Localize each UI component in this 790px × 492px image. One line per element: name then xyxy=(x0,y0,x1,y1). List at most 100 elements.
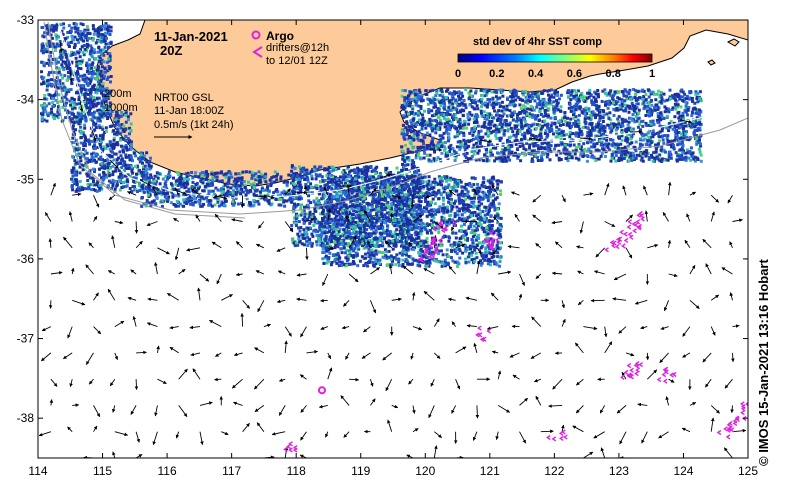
sst-pixel xyxy=(84,164,88,168)
sst-pixel xyxy=(419,239,423,243)
sst-pixel xyxy=(378,238,382,242)
sst-pixel xyxy=(426,184,430,188)
sst-pixel xyxy=(100,125,104,129)
sst-pixel xyxy=(481,257,485,261)
sst-pixel xyxy=(461,201,464,205)
sst-pixel xyxy=(106,169,110,173)
sst-pixel xyxy=(389,240,393,243)
sst-pixel xyxy=(119,137,123,140)
sst-pixel xyxy=(90,139,94,143)
sst-pixel xyxy=(45,31,49,35)
sst-pixel xyxy=(419,204,422,208)
sst-pixel xyxy=(247,180,250,184)
sst-pixel xyxy=(63,39,66,43)
sst-pixel xyxy=(397,212,401,216)
sst-pixel xyxy=(77,152,81,156)
sst-pixel xyxy=(287,173,291,177)
sst-pixel xyxy=(395,222,399,226)
sst-pixel xyxy=(149,188,153,192)
sst-pixel xyxy=(458,207,462,211)
sst-pixel xyxy=(349,216,353,219)
sst-pixel xyxy=(414,203,418,207)
sst-pixel xyxy=(82,100,86,104)
sst-pixel xyxy=(207,202,211,206)
sst-pixel xyxy=(310,174,314,178)
sst-pixel xyxy=(406,220,410,223)
sst-pixel xyxy=(364,190,368,194)
sst-pixel xyxy=(365,165,369,169)
sst-pixel xyxy=(487,257,491,261)
sst-pixel xyxy=(272,175,276,179)
sst-pixel xyxy=(363,168,367,172)
sst-pixel xyxy=(314,177,318,181)
sst-pixel xyxy=(384,216,387,220)
sst-pixel xyxy=(77,147,81,150)
sst-pixel xyxy=(299,213,303,217)
sst-pixel xyxy=(353,171,357,174)
sst-pixel xyxy=(443,175,446,179)
sst-pixel xyxy=(475,235,479,239)
sst-pixel xyxy=(335,223,339,227)
sst-pixel xyxy=(54,60,58,64)
sst-pixel xyxy=(83,135,87,139)
sst-pixel xyxy=(220,187,223,191)
sst-pixel xyxy=(99,78,103,82)
sst-pixel xyxy=(82,154,86,158)
sst-pixel xyxy=(361,230,365,234)
sst-pixel xyxy=(421,176,425,180)
sst-pixel xyxy=(387,206,391,210)
sst-pixel xyxy=(368,186,372,190)
sst-pixel xyxy=(139,153,143,157)
sst-pixel xyxy=(142,177,146,181)
sst-pixel xyxy=(324,221,327,225)
sst-pixel xyxy=(369,253,372,257)
sst-pixel xyxy=(339,175,342,179)
sst-pixel xyxy=(104,99,108,103)
sst-pixel xyxy=(98,126,102,130)
sst-pixel xyxy=(206,174,209,178)
sst-pixel xyxy=(314,209,318,213)
sst-pixel xyxy=(101,127,105,131)
sst-pixel xyxy=(412,162,416,166)
sst-pixel xyxy=(341,211,345,215)
sst-pixel xyxy=(70,111,74,115)
sst-pixel xyxy=(79,48,82,52)
sst-pixel xyxy=(350,262,354,266)
sst-pixel xyxy=(414,185,418,188)
sst-pixel xyxy=(312,229,316,233)
sst-pixel xyxy=(368,202,372,206)
sst-pixel xyxy=(73,42,77,46)
sst-pixel xyxy=(141,161,144,165)
sst-pixel xyxy=(292,166,296,170)
sst-pixel xyxy=(118,138,122,142)
sst-pixel xyxy=(351,254,355,258)
sst-pixel xyxy=(82,44,86,47)
sst-pixel xyxy=(127,154,131,158)
sst-pixel xyxy=(504,107,508,111)
sst-pixel xyxy=(479,223,483,227)
sst-pixel xyxy=(293,178,297,181)
sst-pixel xyxy=(348,250,352,254)
sst-pixel xyxy=(40,103,44,107)
sst-pixel xyxy=(341,220,344,224)
sst-pixel xyxy=(423,210,427,214)
sst-pixel xyxy=(97,117,101,121)
sst-pixel xyxy=(163,182,167,186)
sst-pixel xyxy=(51,101,55,104)
sst-pixel xyxy=(295,187,299,191)
sst-pixel xyxy=(364,177,368,180)
sst-pixel xyxy=(92,129,96,133)
sst-pixel xyxy=(402,247,406,251)
sst-pixel xyxy=(111,182,115,186)
sst-pixel xyxy=(456,193,460,197)
sst-pixel xyxy=(418,187,422,191)
sst-pixel xyxy=(415,171,419,175)
sst-pixel xyxy=(483,205,487,209)
sst-pixel xyxy=(220,200,224,204)
sst-pixel xyxy=(279,175,283,179)
sst-pixel xyxy=(231,184,235,188)
sst-pixel xyxy=(323,167,327,171)
sst-pixel xyxy=(109,143,113,147)
sst-pixel xyxy=(75,182,79,186)
sst-pixel xyxy=(462,222,466,226)
